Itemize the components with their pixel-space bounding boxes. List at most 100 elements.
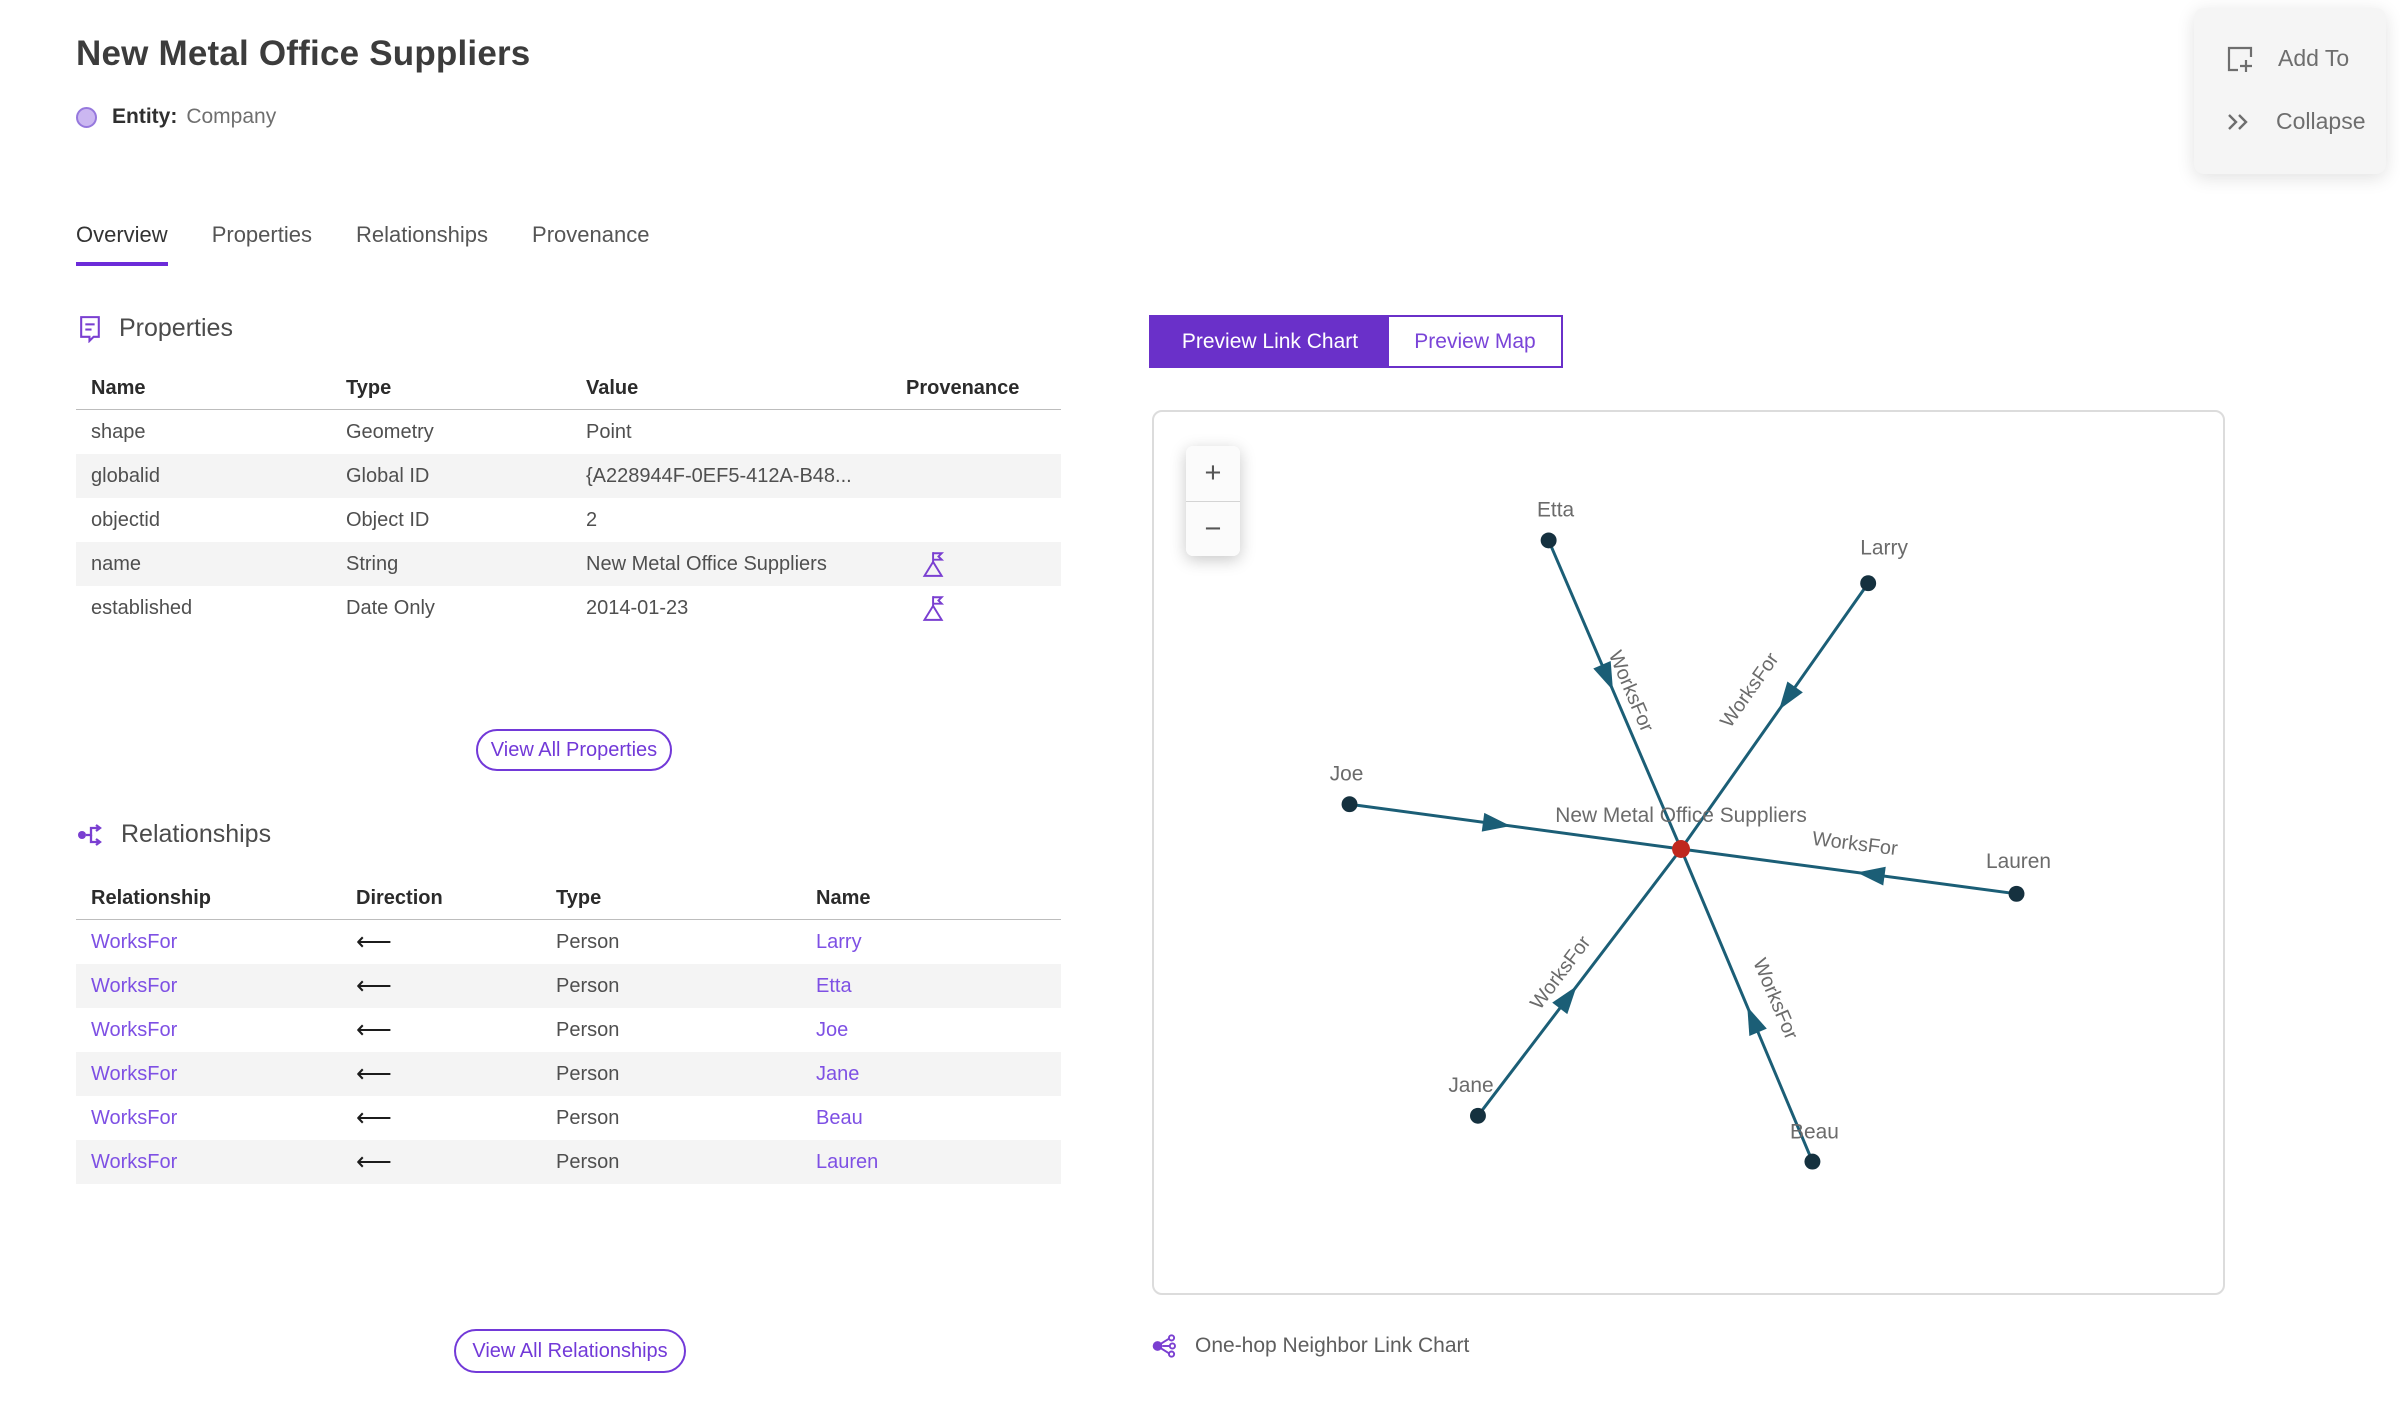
entity-type-row: Entity: Company — [76, 105, 276, 129]
table-row: WorksFor ⟵ Person Larry — [76, 920, 1061, 964]
rel-name-link[interactable]: Jane — [816, 1062, 860, 1085]
prop-provenance — [891, 594, 1061, 622]
tab-properties[interactable]: Properties — [211, 222, 312, 247]
zoom-in-button[interactable]: + — [1186, 446, 1240, 501]
rel-type: Person — [556, 1062, 620, 1085]
relationships-icon — [78, 823, 102, 846]
graph-edge-arrow-icon — [1552, 986, 1577, 1015]
add-to-icon — [2227, 46, 2253, 72]
graph-edge-arrow-icon — [1856, 866, 1886, 886]
add-to-button[interactable]: Add To — [2224, 43, 2386, 75]
relationship-link[interactable]: WorksFor — [91, 1150, 178, 1173]
graph-edge-beau[interactable] — [1679, 848, 1814, 1163]
table-row: established Date Only 2014-01-23 — [76, 586, 1061, 630]
provenance-flag-icon[interactable] — [919, 550, 945, 578]
graph-edge-joe[interactable] — [1349, 802, 1682, 851]
rel-name-link[interactable]: Joe — [816, 1018, 849, 1041]
properties-section-header: Properties — [76, 314, 233, 343]
table-row: globalid Global ID {A228944F-0EF5-412A-B… — [76, 454, 1061, 498]
table-row: WorksFor ⟵ Person Etta — [76, 964, 1061, 1008]
rel-type: Person — [556, 1018, 620, 1041]
graph-edge-jane[interactable] — [1476, 848, 1683, 1117]
relationship-link[interactable]: WorksFor — [91, 1062, 178, 1085]
graph-node-joe[interactable] — [1341, 796, 1358, 813]
entity-label: Entity: — [112, 105, 178, 128]
collapse-button[interactable]: Collapse — [2224, 108, 2386, 135]
prop-type: Global ID — [346, 464, 430, 487]
preview-link-chart-button[interactable]: Preview Link Chart — [1151, 317, 1389, 366]
floating-action-panel: Add To Collapse — [2194, 8, 2386, 174]
rel-name-link[interactable]: Etta — [816, 974, 852, 997]
graph-edge-arrow-icon — [1747, 1006, 1767, 1036]
tab-provenance[interactable]: Provenance — [532, 222, 650, 247]
col-direction: Direction — [356, 887, 443, 909]
rel-name-link[interactable]: Lauren — [816, 1150, 879, 1173]
properties-table-header: Name Type Value Provenance — [76, 368, 1061, 410]
relationship-link[interactable]: WorksFor — [91, 1106, 178, 1129]
entity-type-value: Company — [186, 105, 277, 128]
graph-edge-lauren[interactable] — [1680, 847, 2017, 896]
relationships-section-header: Relationships — [76, 820, 271, 849]
detail-tabs: Overview Properties Relationships Proven… — [76, 222, 649, 266]
graph-node-label-jane: Jane — [1448, 1074, 1493, 1097]
preview-map-button[interactable]: Preview Map — [1389, 317, 1561, 366]
relationship-link[interactable]: WorksFor — [91, 974, 178, 997]
view-all-properties-button[interactable]: View All Properties — [476, 729, 672, 771]
view-all-relationships-button[interactable]: View All Relationships — [454, 1329, 686, 1373]
tab-overview[interactable]: Overview — [76, 222, 168, 266]
direction-arrow: ⟵ — [356, 1016, 392, 1044]
graph-node-label-larry: Larry — [1860, 536, 1908, 559]
graph-node-center[interactable] — [1672, 840, 1690, 858]
properties-icon — [80, 316, 100, 343]
rel-type: Person — [556, 1150, 620, 1173]
prop-type: Geometry — [346, 420, 434, 443]
graph-node-label-etta: Etta — [1537, 499, 1575, 522]
direction-arrow: ⟵ — [356, 1060, 392, 1088]
relationships-table-header: Relationship Direction Type Name — [76, 878, 1061, 920]
relationships-table: Relationship Direction Type Name WorksFo… — [76, 878, 1061, 1184]
col-type: Type — [556, 887, 602, 909]
prop-value: Point — [586, 420, 632, 443]
one-hop-link-chart-icon — [1152, 1334, 1176, 1358]
graph-edge-etta[interactable] — [1547, 539, 1683, 850]
graph-edge-arrow-icon — [1593, 661, 1613, 691]
graph-node-larry[interactable] — [1860, 575, 1877, 592]
col-type: Type — [346, 377, 392, 399]
graph-node-beau[interactable] — [1804, 1153, 1821, 1170]
properties-section-title: Properties — [119, 314, 233, 342]
relationship-link[interactable]: WorksFor — [91, 930, 178, 953]
col-value: Value — [586, 377, 639, 399]
rel-type: Person — [556, 974, 620, 997]
prop-name: shape — [91, 420, 146, 443]
prop-name: name — [91, 552, 142, 575]
prop-value: 2 — [586, 508, 598, 531]
table-row: objectid Object ID 2 — [76, 498, 1061, 542]
zoom-out-button[interactable]: − — [1186, 501, 1240, 556]
relationship-link[interactable]: WorksFor — [91, 1018, 178, 1041]
graph-node-jane[interactable] — [1469, 1107, 1486, 1124]
chart-legend: One-hop Neighbor Link Chart — [1150, 1332, 1469, 1360]
tab-relationships[interactable]: Relationships — [355, 222, 489, 247]
direction-arrow: ⟵ — [356, 928, 392, 956]
properties-table: Name Type Value Provenance shape Geometr… — [76, 368, 1061, 630]
graph-node-etta[interactable] — [1540, 532, 1557, 549]
rel-name-link[interactable]: Larry — [816, 930, 862, 953]
add-to-label: Add To — [2278, 45, 2350, 72]
graph-edge-arrow-icon — [1481, 812, 1511, 832]
prop-name: objectid — [91, 508, 160, 531]
provenance-flag-icon[interactable] — [919, 594, 945, 622]
direction-arrow: ⟵ — [356, 1148, 392, 1176]
collapse-chevrons-icon — [2228, 113, 2248, 130]
link-chart-canvas[interactable]: + − WorksFor WorksFor WorksFor WorksFor Work… — [1152, 410, 2225, 1295]
prop-provenance — [891, 550, 1061, 578]
page-title: New Metal Office Suppliers — [76, 34, 531, 73]
direction-arrow: ⟵ — [356, 1104, 392, 1132]
rel-name-link[interactable]: Beau — [816, 1106, 863, 1129]
preview-toggle: Preview Link Chart Preview Map — [1149, 315, 1563, 368]
rel-type: Person — [556, 930, 620, 953]
zoom-control: + − — [1186, 446, 1240, 556]
graph-edge-larry[interactable] — [1679, 582, 1870, 850]
chart-legend-label: One-hop Neighbor Link Chart — [1195, 1334, 1470, 1357]
graph-node-lauren[interactable] — [2008, 885, 2025, 902]
